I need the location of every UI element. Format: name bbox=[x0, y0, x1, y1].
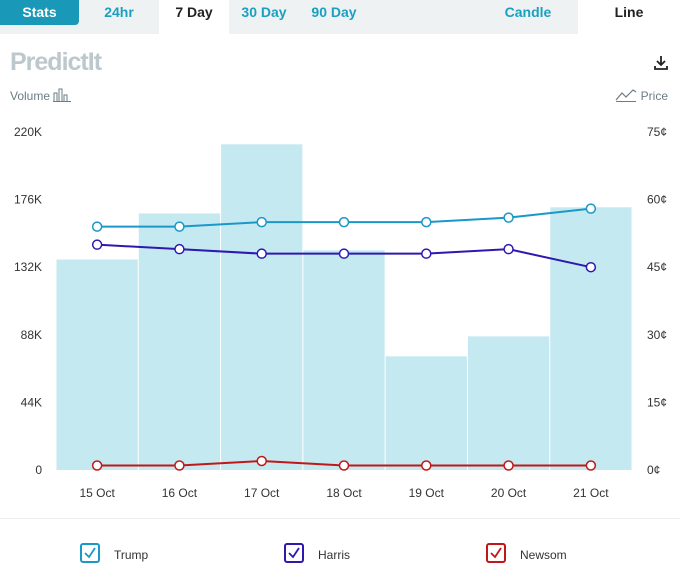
right-axis-tick-label: 15¢ bbox=[647, 395, 667, 409]
right-axis-tick-label: 75¢ bbox=[647, 125, 667, 139]
series-point-newsom bbox=[421, 460, 432, 471]
price-volume-chart: 0 44K 88K 132K 176K 220K 0¢ 15¢ 30¢ 45¢ 60¢ 75¢ 15 O… bbox=[14, 125, 667, 500]
volume-bar bbox=[138, 213, 221, 470]
range-tab-strip bbox=[0, 0, 578, 34]
volume-bar bbox=[550, 207, 632, 471]
left-axis-tick-label: 44K bbox=[21, 395, 42, 409]
x-axis-tick-label: 20 Oct bbox=[491, 486, 527, 500]
x-axis-tick-label: 21 Oct bbox=[573, 486, 609, 500]
tab-24hr[interactable]: 24hr bbox=[104, 4, 134, 20]
download-icon[interactable] bbox=[652, 54, 670, 72]
series-point-newsom bbox=[503, 460, 514, 471]
chart-legend: Trump Harris Newsom bbox=[0, 518, 680, 573]
trump-checkbox[interactable] bbox=[80, 543, 100, 563]
tab-90-day[interactable]: 90 Day bbox=[311, 4, 357, 20]
series-point-newsom bbox=[256, 455, 267, 467]
x-axis-tick-label: 17 Oct bbox=[244, 486, 280, 500]
series-point-newsom bbox=[91, 460, 103, 471]
x-axis-tick-label: 18 Oct bbox=[326, 486, 362, 500]
series-point-harris bbox=[174, 243, 185, 255]
series-point-trump bbox=[256, 216, 267, 228]
series-point-newsom bbox=[338, 460, 350, 471]
left-axis-tick-label: 176K bbox=[14, 193, 42, 207]
tab-stats[interactable]: Stats bbox=[0, 0, 79, 25]
x-axis-tick-label: 15 Oct bbox=[79, 486, 115, 500]
series-point-harris bbox=[585, 261, 597, 273]
series-point-harris bbox=[338, 248, 350, 259]
volume-bar bbox=[56, 259, 138, 470]
series-point-trump bbox=[503, 212, 514, 223]
tab-30-day[interactable]: 30 Day bbox=[241, 4, 287, 20]
price-toggle[interactable]: Price bbox=[615, 88, 668, 103]
x-axis-tick-label: 19 Oct bbox=[409, 486, 445, 500]
chart-tab-bar: Stats 24hr 7 Day 30 Day 90 Day Candle Li… bbox=[0, 0, 680, 34]
right-axis-tick-label: 45¢ bbox=[647, 260, 667, 274]
check-icon bbox=[490, 547, 502, 559]
left-axis-tick-label: 220K bbox=[14, 125, 42, 139]
series-point-harris bbox=[256, 248, 267, 259]
right-axis-tick-label: 60¢ bbox=[647, 193, 667, 207]
x-axis-tick-label: 16 Oct bbox=[162, 486, 198, 500]
line-chart-icon bbox=[615, 89, 637, 102]
right-axis-tick-label: 0¢ bbox=[647, 463, 660, 477]
newsom-checkbox[interactable] bbox=[486, 543, 506, 563]
tab-candle[interactable]: Candle bbox=[504, 4, 552, 20]
tab-7-day[interactable]: 7 Day bbox=[159, 0, 229, 34]
series-point-trump bbox=[421, 216, 432, 228]
legend-label-newsom: Newsom bbox=[520, 548, 567, 562]
left-axis-tick-label: 88K bbox=[21, 328, 42, 342]
volume-bar bbox=[221, 144, 303, 471]
series-point-harris bbox=[503, 243, 514, 255]
series-point-harris bbox=[91, 239, 103, 250]
left-axis-tick-label: 0 bbox=[35, 463, 42, 477]
check-icon bbox=[288, 547, 300, 559]
series-point-trump bbox=[338, 216, 350, 228]
volume-bar bbox=[467, 336, 550, 470]
series-point-trump bbox=[91, 221, 103, 232]
bar-chart-icon bbox=[53, 88, 72, 102]
legend-label-trump: Trump bbox=[114, 548, 149, 562]
volume-bar bbox=[303, 250, 385, 470]
check-icon bbox=[84, 547, 96, 559]
legend-label-harris: Harris bbox=[318, 548, 350, 562]
right-axis-tick-label: 30¢ bbox=[647, 328, 667, 342]
volume-toggle[interactable]: Volume bbox=[10, 88, 72, 103]
series-point-newsom bbox=[174, 460, 185, 471]
series-point-harris bbox=[421, 248, 432, 259]
volume-label: Volume bbox=[10, 89, 51, 103]
price-label: Price bbox=[640, 89, 668, 103]
series-point-newsom bbox=[585, 460, 597, 471]
left-axis-tick-label: 132K bbox=[14, 260, 42, 274]
predictit-logo: PredictIt bbox=[10, 48, 102, 76]
harris-checkbox[interactable] bbox=[284, 543, 304, 563]
tab-line[interactable]: Line bbox=[578, 0, 680, 34]
series-point-trump bbox=[585, 203, 597, 214]
series-point-trump bbox=[174, 221, 185, 232]
volume-bar bbox=[385, 356, 467, 470]
